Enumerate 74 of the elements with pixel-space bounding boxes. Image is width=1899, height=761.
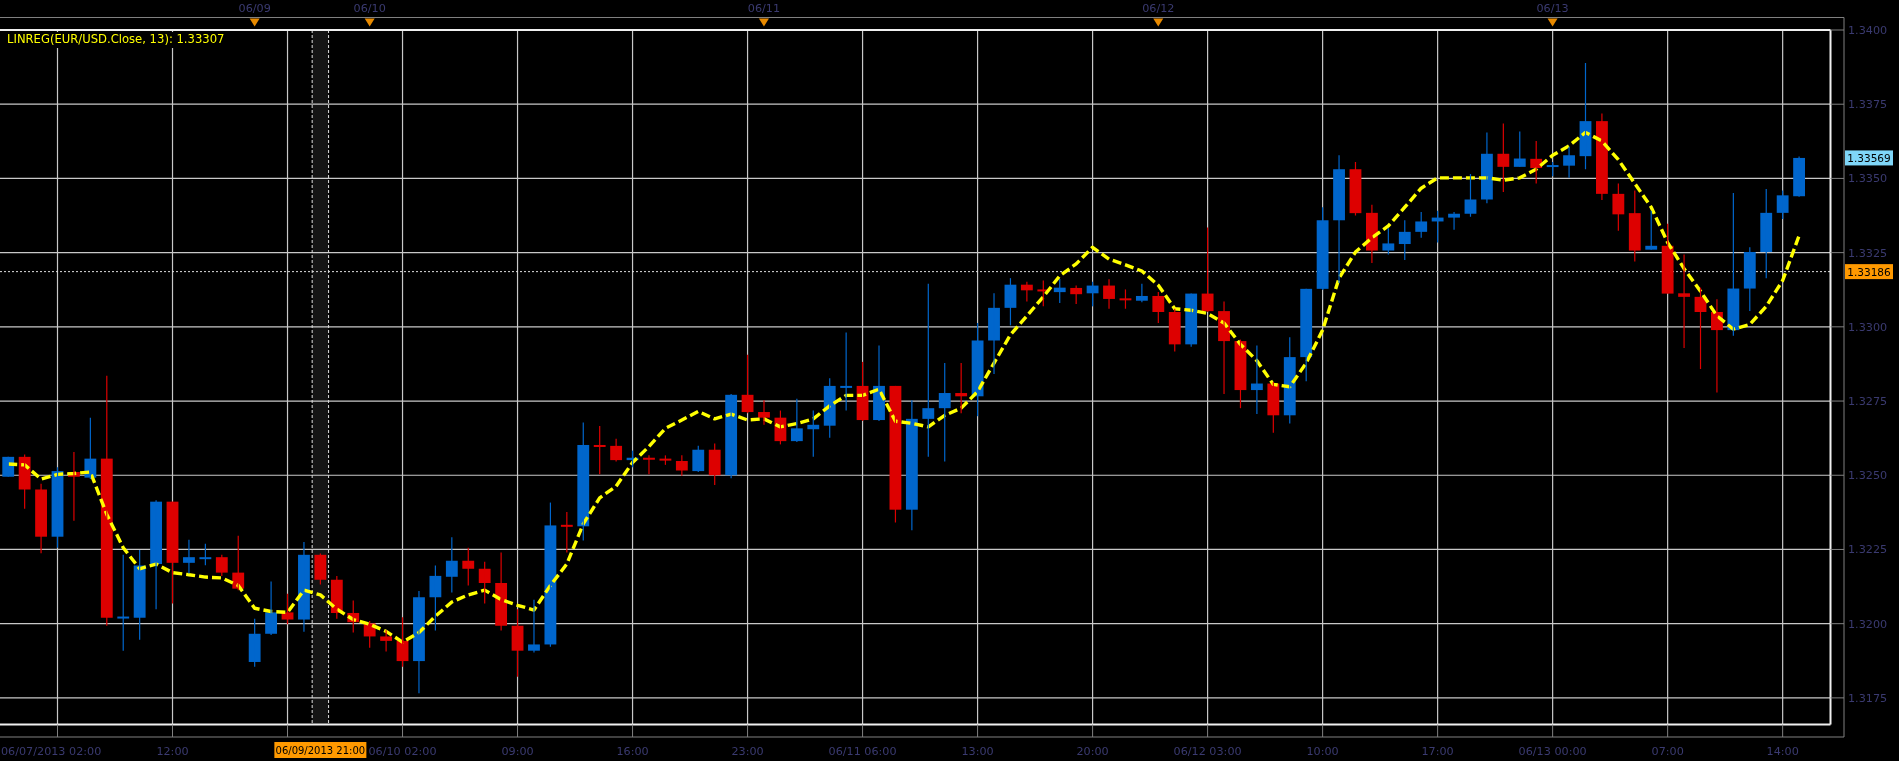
y-tick-label: 1.3325 <box>1848 246 1888 260</box>
candlestick <box>1201 226 1214 313</box>
candlestick <box>593 425 606 475</box>
candlestick <box>1300 288 1313 382</box>
candlestick <box>708 442 721 486</box>
x-tick-label: 06/11 06:00 <box>828 744 897 758</box>
candlestick <box>183 539 195 575</box>
x-tick-label: 06/12 03:00 <box>1173 744 1242 758</box>
candlestick <box>1645 210 1658 251</box>
candlestick <box>922 283 935 458</box>
candlestick <box>1628 189 1641 263</box>
candlestick <box>117 554 130 652</box>
y-tick-label: 1.3175 <box>1848 691 1888 705</box>
candlestick <box>1661 223 1674 295</box>
candlestick <box>1612 182 1625 232</box>
x-tick-label: 06/10 02:00 <box>368 744 437 758</box>
candlestick <box>1497 122 1510 193</box>
candlestick <box>528 599 540 654</box>
x-tick-label: 09:00 <box>501 744 534 758</box>
candlestick <box>1513 130 1526 168</box>
ref-line-label: 1.33186 <box>1847 265 1892 278</box>
candlestick <box>1398 219 1411 261</box>
candlestick <box>1152 291 1165 324</box>
text: 1.33569 <box>1847 151 1891 164</box>
y-tick-label: 1.3225 <box>1848 542 1888 556</box>
x-tick-label: 10:00 <box>1306 744 1339 758</box>
x-tick-label: 07:00 <box>1651 744 1684 758</box>
candlestick <box>1382 227 1395 256</box>
y-tick-label: 1.3300 <box>1848 320 1888 334</box>
x2-tick-label: 06/13 <box>1536 1 1569 14</box>
text: LINREG(EUR/USD.Close, 13): 1.33307 <box>7 32 225 46</box>
y-tick-label: 1.3350 <box>1848 171 1888 185</box>
y-tick-label: 1.3275 <box>1848 394 1888 408</box>
candlestick <box>199 543 212 566</box>
candlestick <box>445 536 458 594</box>
candlestick <box>380 629 393 653</box>
candlestick <box>1678 253 1690 349</box>
x2-tick-label: 06/10 <box>353 1 386 14</box>
candlestick <box>1168 308 1181 353</box>
x-tick-label: 16:00 <box>616 744 649 758</box>
y-tick-label: 1.3375 <box>1848 97 1888 111</box>
x-tick-label: 13:00 <box>961 744 994 758</box>
candlestick <box>429 564 442 632</box>
candlestick <box>1316 206 1329 291</box>
x-tick-label: 23:00 <box>731 744 764 758</box>
candlestick <box>478 561 491 605</box>
candlestick <box>215 554 228 577</box>
candlestick <box>692 445 705 473</box>
candlestick <box>1776 189 1789 220</box>
x-tick-label: 14:00 <box>1766 744 1799 758</box>
candlestick <box>938 362 951 463</box>
x-tick-label: 17:00 <box>1421 744 1454 758</box>
candlestick <box>1415 211 1428 239</box>
candlestick <box>577 421 590 542</box>
candlestick <box>1760 188 1773 279</box>
candlestick <box>1743 246 1756 312</box>
candlestick <box>675 454 688 477</box>
candlestick <box>314 553 327 586</box>
x2-tick-label: 06/09 <box>238 1 271 14</box>
y-tick-label: 1.3200 <box>1848 617 1888 631</box>
candlestick <box>133 549 146 641</box>
band-label: 06/09/2013 21:00 <box>275 744 366 756</box>
y-tick-label: 1.3250 <box>1848 468 1888 482</box>
text: 06/07/2013 02:00 <box>1 744 102 758</box>
candlestick <box>462 547 475 586</box>
x2-tick-label: 06/12 <box>1142 1 1175 14</box>
candlestick <box>560 511 573 554</box>
x-tick-label: 06/13 00:00 <box>1518 744 1587 758</box>
candlestick <box>544 501 557 648</box>
y-tick-label: 1.3400 <box>1848 23 1888 37</box>
x-tick-label: 20:00 <box>1076 744 1109 758</box>
x2-tick-label: 06/11 <box>747 1 781 14</box>
candlestick <box>248 618 261 668</box>
x-tick-label: 12:00 <box>156 744 189 758</box>
